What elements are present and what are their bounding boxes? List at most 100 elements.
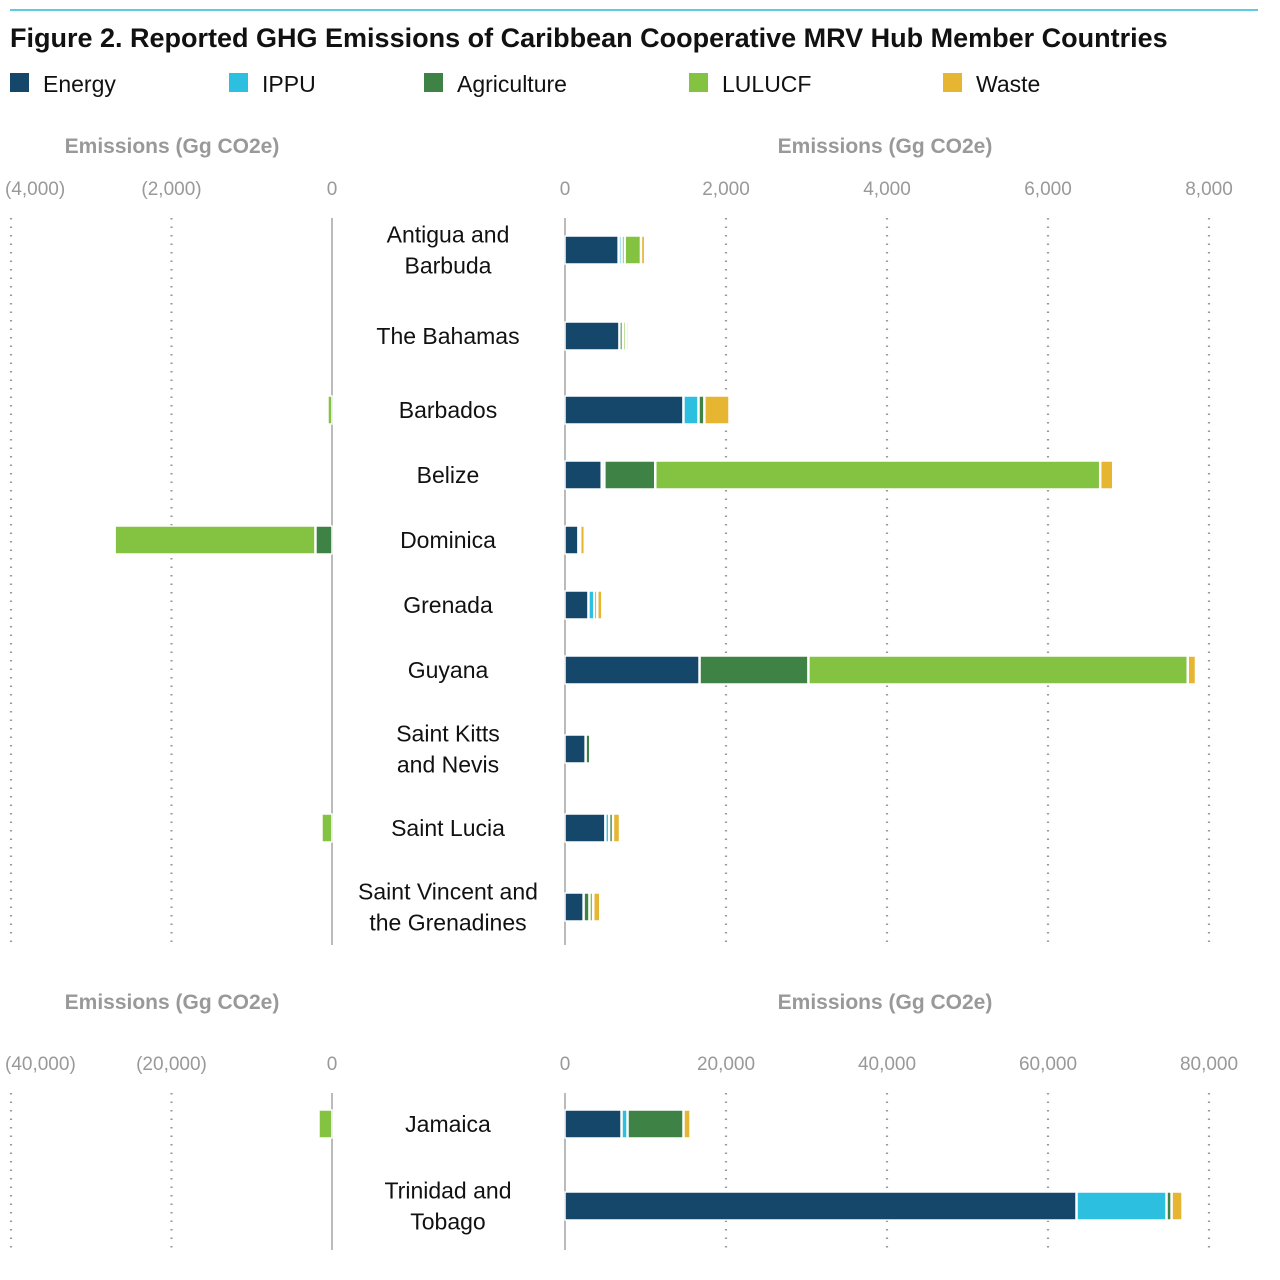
- left-tick-label: 0: [327, 1054, 338, 1075]
- bar-energy: [564, 1109, 622, 1139]
- category-label: Barbados: [399, 397, 497, 423]
- legend-swatch-lulucf: [689, 73, 708, 92]
- bar-lulucf: [622, 321, 627, 351]
- category-label: Saint Kitts and Nevis: [396, 721, 500, 778]
- right-tick-label: 4,000: [863, 179, 911, 200]
- category-label: Saint Vincent and the Grenadines: [358, 879, 538, 936]
- chart-panel-1: Emissions (Gg CO2e) Emissions (Gg CO2e)(4…: [5, 135, 1233, 945]
- bar-waste: [579, 525, 586, 555]
- bar-agriculture: [585, 734, 591, 764]
- bar-agriculture: [594, 590, 598, 620]
- right-tick-label: 40,000: [858, 1054, 916, 1075]
- bar-negative-lulucf: [318, 1109, 333, 1139]
- bar-lulucf: [589, 892, 594, 922]
- category-label-line: the Grenadines: [369, 910, 526, 936]
- legend: Energy IPPU Agriculture LULUCF Waste: [10, 71, 1040, 97]
- legend-label-lulucf: LULUCF: [722, 71, 811, 97]
- left-tick-label: (2,000): [141, 179, 201, 200]
- bar-energy: [564, 655, 700, 685]
- left-tick-label: (4,000): [5, 179, 65, 200]
- bar-waste: [597, 590, 603, 620]
- bar-lulucf: [808, 655, 1189, 685]
- left-axis-title: Emissions (Gg CO2e): [65, 991, 280, 1014]
- bar-energy: [564, 1191, 1077, 1221]
- bar-ippu: [588, 590, 595, 620]
- bar-agriculture: [621, 235, 625, 265]
- bar-ippu: [621, 1109, 628, 1139]
- bar-waste: [612, 813, 621, 843]
- bar-ippu: [578, 525, 581, 555]
- chart-title: Figure 2. Reported GHG Emissions of Cari…: [10, 23, 1168, 53]
- legend-swatch-ippu: [229, 73, 248, 92]
- legend-label-agriculture: Agriculture: [457, 71, 567, 97]
- bar-agriculture: [604, 460, 656, 490]
- bar-waste: [625, 321, 629, 351]
- category-label: Guyana: [408, 657, 489, 683]
- left-tick-label: 0: [327, 179, 338, 200]
- bar-agriculture: [627, 1109, 684, 1139]
- category-label: Saint Lucia: [391, 815, 505, 841]
- category-label: Antigua and Barbuda: [387, 222, 510, 279]
- right-axis-title: Emissions (Gg CO2e): [778, 991, 993, 1014]
- right-tick-label: 8,000: [1185, 179, 1233, 200]
- category-label-line: The Bahamas: [376, 323, 519, 349]
- bar-ippu: [1076, 1191, 1167, 1221]
- category-label-line: Barbuda: [405, 253, 492, 279]
- category-label-line: and Nevis: [397, 752, 499, 778]
- bar-negative-agriculture: [315, 525, 333, 555]
- right-tick-label: 60,000: [1019, 1054, 1077, 1075]
- bar-energy: [564, 395, 684, 425]
- category-label-line: Saint Vincent and: [358, 879, 538, 905]
- category-label-line: Tobago: [410, 1209, 485, 1235]
- bar-agriculture: [1166, 1191, 1172, 1221]
- category-label: The Bahamas: [376, 323, 519, 349]
- bar-agriculture: [608, 813, 614, 843]
- bar-energy: [564, 813, 606, 843]
- bar-ippu: [605, 813, 610, 843]
- bar-lulucf: [624, 235, 642, 265]
- bar-energy: [564, 460, 602, 490]
- category-label-line: Saint Lucia: [391, 815, 505, 841]
- category-label-line: Guyana: [408, 657, 489, 683]
- bar-waste: [593, 892, 601, 922]
- bar-waste: [1099, 460, 1114, 490]
- bar-agriculture: [698, 395, 705, 425]
- legend-swatch-agriculture: [424, 73, 443, 92]
- category-label-line: Dominica: [400, 527, 496, 553]
- category-label: Jamaica: [405, 1111, 491, 1137]
- legend-swatch-waste: [943, 73, 962, 92]
- bar-ippu: [601, 460, 605, 490]
- bar-waste: [1171, 1191, 1183, 1221]
- bar-energy: [564, 590, 589, 620]
- category-label-line: Saint Kitts: [396, 721, 500, 747]
- bar-waste: [1187, 655, 1197, 685]
- bar-energy: [564, 235, 619, 265]
- category-label: Grenada: [403, 592, 493, 618]
- bar-waste: [640, 235, 646, 265]
- category-label-line: Jamaica: [405, 1111, 491, 1137]
- right-axis-title: Emissions (Gg CO2e): [778, 135, 993, 158]
- bar-ippu: [618, 235, 622, 265]
- right-tick-label: 6,000: [1024, 179, 1072, 200]
- legend-swatch-energy: [10, 73, 29, 92]
- left-axis-title: Emissions (Gg CO2e): [65, 135, 280, 158]
- bar-ippu: [683, 395, 699, 425]
- legend-label-energy: Energy: [43, 71, 116, 97]
- legend-label-ippu: IPPU: [262, 71, 316, 97]
- legend-label-waste: Waste: [976, 71, 1040, 97]
- bar-lulucf: [654, 460, 1101, 490]
- right-tick-label: 20,000: [697, 1054, 755, 1075]
- category-label: Belize: [417, 462, 480, 488]
- bar-energy: [564, 892, 584, 922]
- chart-panel-2: Emissions (Gg CO2e) Emissions (Gg CO2e) (4…: [5, 991, 1238, 1250]
- category-label: Dominica: [400, 527, 496, 553]
- category-label-line: Trinidad and: [384, 1178, 511, 1204]
- bar-negative-lulucf: [321, 813, 333, 843]
- left-tick-label: (40,000): [5, 1054, 76, 1075]
- bar-waste: [683, 1109, 691, 1139]
- bar-energy: [564, 321, 620, 351]
- left-tick-label: (20,000): [136, 1054, 207, 1075]
- bar-agriculture: [619, 321, 624, 351]
- category-label-line: Belize: [417, 462, 480, 488]
